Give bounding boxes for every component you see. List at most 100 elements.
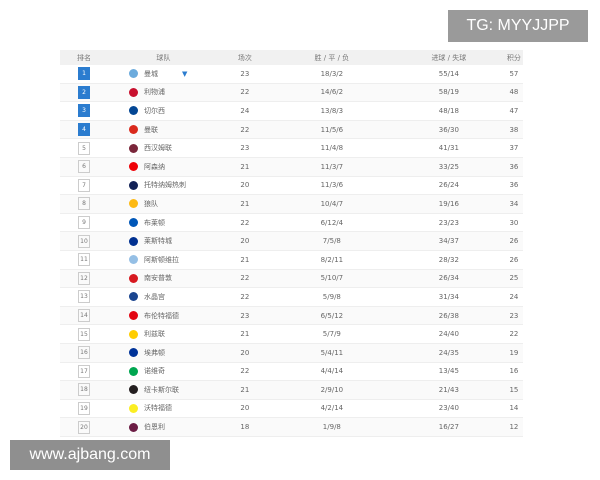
team-cell[interactable]: 布伦特福德 <box>144 306 219 326</box>
wdl-cell: 14/6/2 <box>270 83 393 103</box>
team-cell[interactable]: 曼联 <box>144 120 219 140</box>
wdl-cell: 7/5/8 <box>270 231 393 251</box>
team-cell[interactable]: 阿森纳 <box>144 157 219 177</box>
team-name[interactable]: 纽卡斯尔联 <box>144 385 179 394</box>
table-row[interactable]: 7 托特纳姆热刺 20 11/3/6 26/24 36 <box>60 176 523 196</box>
wdl-cell: 5/4/11 <box>270 343 393 363</box>
team-logo-cell <box>108 417 144 437</box>
team-cell[interactable]: 沃特福德 <box>144 399 219 419</box>
points-cell: 26 <box>504 231 523 251</box>
goals-cell: 41/31 <box>392 138 505 158</box>
rank-cell: 5 <box>60 138 108 158</box>
table-row[interactable]: 2 利物浦 22 14/6/2 58/19 48 <box>60 83 523 103</box>
team-name[interactable]: 诺维奇 <box>144 367 165 376</box>
table-row[interactable]: 4 曼联 22 11/5/6 36/30 38 <box>60 120 523 140</box>
team-name[interactable]: 水晶宫 <box>144 292 165 301</box>
rank-badge: 10 <box>78 234 90 248</box>
table-row[interactable]: 19 沃特福德 20 4/2/14 23/40 14 <box>60 399 523 419</box>
table-row[interactable]: 12 南安普敦 22 5/10/7 26/34 25 <box>60 269 523 289</box>
points-cell: 12 <box>504 417 523 437</box>
team-logo-cell <box>108 380 144 400</box>
team-logo-cell <box>108 83 144 103</box>
wdl-cell: 11/5/6 <box>270 120 393 140</box>
points-cell: 37 <box>504 138 523 158</box>
played-cell: 20 <box>218 399 271 419</box>
goals-cell: 26/34 <box>392 269 505 289</box>
table-row[interactable]: 13 水晶宫 22 5/9/8 31/34 24 <box>60 287 523 307</box>
table-row[interactable]: 6 阿森纳 21 11/3/7 33/25 36 <box>60 157 523 177</box>
team-name[interactable]: 莱斯特城 <box>144 237 172 246</box>
team-cell[interactable]: 南安普敦 <box>144 269 219 289</box>
team-name[interactable]: 托特纳姆热刺 <box>144 181 186 190</box>
points-cell: 57 <box>504 65 523 84</box>
team-cell[interactable]: 狼队 <box>144 194 219 214</box>
team-cell[interactable]: 托特纳姆热刺 <box>144 176 219 196</box>
table-row[interactable]: 17 诺维奇 22 4/4/14 13/45 16 <box>60 362 523 382</box>
team-cell[interactable]: 利兹联 <box>144 324 219 344</box>
table-row[interactable]: 3 切尔西 24 13/8/3 48/18 47 <box>60 101 523 121</box>
team-logo-cell <box>108 250 144 270</box>
team-name[interactable]: 曼城 <box>144 69 158 78</box>
team-cell[interactable]: 诺维奇 <box>144 362 219 382</box>
wdl-cell: 4/4/14 <box>270 362 393 382</box>
rank-badge: 15 <box>78 327 90 341</box>
team-name[interactable]: 切尔西 <box>144 106 165 115</box>
team-name[interactable]: 利物浦 <box>144 88 165 97</box>
table-row[interactable]: 8 狼队 21 10/4/7 19/16 34 <box>60 194 523 214</box>
rank-badge: 9 <box>78 216 90 230</box>
table-row[interactable]: 11 阿斯顿维拉 21 8/2/11 28/32 26 <box>60 250 523 270</box>
team-name[interactable]: 伯恩利 <box>144 423 165 432</box>
team-cell[interactable]: 纽卡斯尔联 <box>144 380 219 400</box>
table-row[interactable]: 10 莱斯特城 20 7/5/8 34/37 26 <box>60 231 523 251</box>
wdl-cell: 8/2/11 <box>270 250 393 270</box>
team-name[interactable]: 阿森纳 <box>144 162 165 171</box>
team-cell[interactable]: 伯恩利 <box>144 417 219 437</box>
table-row[interactable]: 18 纽卡斯尔联 21 2/9/10 21/43 15 <box>60 380 523 400</box>
team-name[interactable]: 利兹联 <box>144 330 165 339</box>
team-name[interactable]: 沃特福德 <box>144 404 172 413</box>
team-cell[interactable]: 布莱顿 <box>144 213 219 233</box>
header-team: 球队 <box>108 50 219 65</box>
team-name[interactable]: 布伦特福德 <box>144 311 179 320</box>
team-name[interactable]: 阿斯顿维拉 <box>144 255 179 264</box>
team-name[interactable]: 布莱顿 <box>144 218 165 227</box>
played-cell: 22 <box>218 83 271 103</box>
team-cell[interactable]: 切尔西 <box>144 101 219 121</box>
wdl-cell: 6/12/4 <box>270 213 393 233</box>
team-crest-icon <box>129 87 138 97</box>
table-header: 排名 球队 场次 胜 / 平 / 负 进球 / 失球 积分 <box>60 50 523 65</box>
team-cell[interactable]: 阿斯顿维拉 <box>144 250 219 270</box>
team-logo-cell <box>108 176 144 196</box>
rank-badge: 12 <box>78 271 90 285</box>
team-name[interactable]: 西汉姆联 <box>144 144 172 153</box>
team-cell[interactable]: 埃弗顿 <box>144 343 219 363</box>
table-row[interactable]: 16 埃弗顿 20 5/4/11 24/35 19 <box>60 343 523 363</box>
team-cell[interactable]: 西汉姆联 <box>144 138 219 158</box>
rank-cell: 4 <box>60 120 108 140</box>
table-row[interactable]: 20 伯恩利 18 1/9/8 16/27 12 <box>60 417 523 437</box>
played-cell: 24 <box>218 101 271 121</box>
team-name[interactable]: 狼队 <box>144 199 158 208</box>
team-name[interactable]: 南安普敦 <box>144 274 172 283</box>
table-row[interactable]: 15 利兹联 21 5/7/9 24/40 22 <box>60 324 523 344</box>
rank-cell: 10 <box>60 231 108 251</box>
played-cell: 21 <box>218 324 271 344</box>
table-row[interactable]: 5 西汉姆联 23 11/4/8 41/31 37 <box>60 138 523 158</box>
trophy-icon: ▼ <box>182 69 188 78</box>
table-row[interactable]: 1 曼城 ▼ 23 18/3/2 55/14 57 <box>60 65 523 84</box>
team-cell[interactable]: 利物浦 <box>144 83 219 103</box>
goals-cell: 28/32 <box>392 250 505 270</box>
team-name[interactable]: 曼联 <box>144 125 158 134</box>
rank-cell: 14 <box>60 306 108 326</box>
team-cell[interactable]: 莱斯特城 <box>144 231 219 251</box>
team-name[interactable]: 埃弗顿 <box>144 348 165 357</box>
team-cell[interactable]: 水晶宫 <box>144 287 219 307</box>
team-crest-icon <box>129 348 138 358</box>
rank-cell: 7 <box>60 176 108 196</box>
table-row[interactable]: 14 布伦特福德 23 6/5/12 26/38 23 <box>60 306 523 326</box>
rank-cell: 1 <box>60 65 108 84</box>
table-row[interactable]: 9 布莱顿 22 6/12/4 23/23 30 <box>60 213 523 233</box>
team-cell[interactable]: 曼城 ▼ <box>144 65 219 84</box>
rank-cell: 8 <box>60 194 108 214</box>
rank-badge: 3 <box>78 104 90 118</box>
